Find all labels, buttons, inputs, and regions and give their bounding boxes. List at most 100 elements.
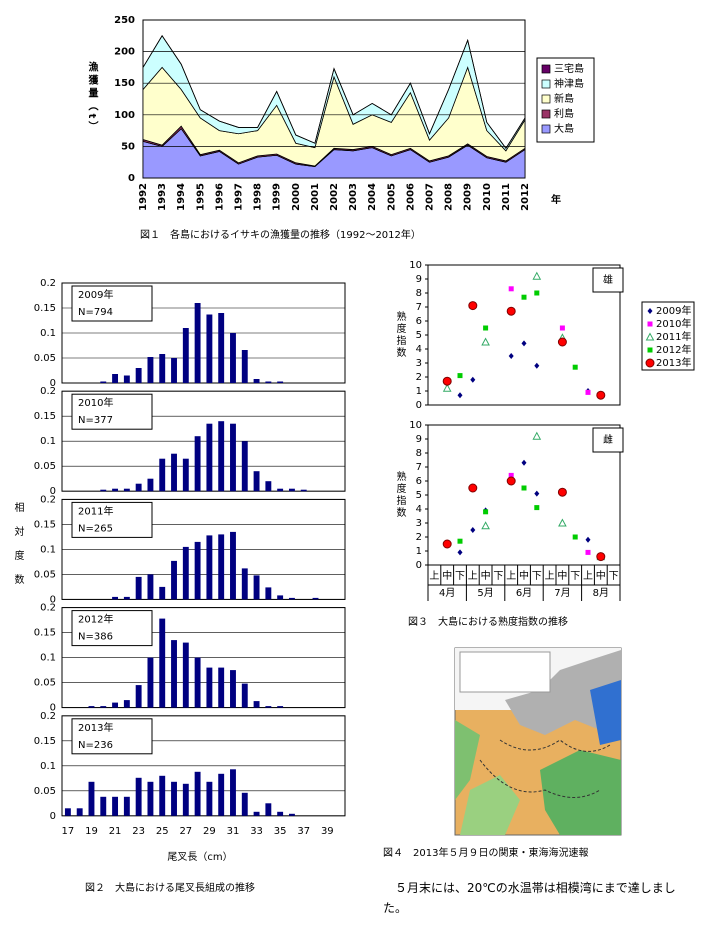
marker	[457, 392, 463, 399]
bar	[206, 423, 213, 492]
bar	[277, 488, 284, 492]
bar	[182, 458, 189, 492]
marker	[647, 308, 653, 314]
marker	[457, 373, 463, 379]
x-tick-label: 2000	[291, 183, 302, 211]
bar	[182, 642, 189, 708]
x-tick-label: 21	[109, 826, 122, 837]
bar	[277, 381, 284, 383]
x-tick-label: 下	[570, 571, 580, 582]
x-tick-label: 上	[429, 570, 439, 582]
bar	[218, 773, 225, 816]
panel-label-box	[71, 501, 153, 538]
y-tick-label: 3	[416, 518, 422, 529]
bar	[265, 381, 272, 383]
y-tick-label: 0	[50, 594, 56, 605]
bar	[123, 700, 130, 708]
y-tick-label: 3	[416, 358, 422, 369]
y-tick-label: 200	[114, 47, 135, 58]
bar	[206, 781, 213, 816]
y-tick-label: 150	[114, 78, 135, 89]
y-tick-label: 0	[416, 400, 422, 411]
bar	[206, 667, 213, 708]
marker	[521, 294, 527, 300]
bar	[194, 303, 201, 383]
bar	[194, 436, 201, 492]
panel-label-box	[71, 718, 153, 755]
bar	[312, 597, 319, 600]
bar	[159, 354, 166, 383]
note: ５月末には、20℃の水温帯は相模湾にまで達しました。	[383, 881, 676, 915]
bar	[194, 657, 201, 708]
bar	[123, 796, 130, 816]
bar	[241, 350, 248, 383]
bar	[253, 811, 260, 816]
x-tick-label: 上	[545, 570, 555, 582]
marker	[647, 347, 653, 353]
panel-title: 2013年	[78, 721, 113, 734]
marker	[645, 358, 655, 368]
legend-label: 三宅島	[554, 62, 584, 75]
bar	[194, 541, 201, 600]
legend-label: 新島	[554, 92, 574, 105]
bar	[288, 813, 295, 816]
caption: 図３ 大島における熟度指数の推移	[408, 615, 568, 628]
x-tick-label: 下	[455, 571, 465, 582]
x-tick-label: 1999	[272, 183, 283, 211]
marker	[457, 549, 463, 556]
bar	[135, 777, 142, 816]
bar	[241, 441, 248, 492]
x-tick-label: 下	[493, 571, 503, 582]
x-tick-label: 19	[85, 826, 98, 837]
bar	[112, 374, 119, 383]
marker	[483, 509, 489, 515]
bar	[123, 596, 130, 600]
marker	[481, 337, 490, 346]
x-tick-label: 上	[583, 570, 593, 582]
x-tick-label: 27	[179, 826, 192, 837]
marker	[483, 325, 489, 331]
y-tick-label: 0	[50, 486, 56, 497]
marker	[585, 536, 591, 543]
bar	[100, 796, 107, 816]
marker	[596, 390, 606, 400]
marker	[457, 538, 463, 544]
x-group-label: 8月	[593, 587, 609, 599]
x-tick-label: 下	[532, 571, 542, 582]
bar	[182, 783, 189, 816]
x-tick-label: 2007	[425, 183, 436, 211]
marker	[596, 552, 606, 562]
x-tick-label: 2010	[482, 183, 493, 211]
y-tick-label: 0.15	[34, 519, 56, 530]
marker	[442, 539, 452, 549]
bar	[265, 481, 272, 492]
bar	[112, 702, 119, 708]
x-tick-label: 31	[227, 826, 240, 837]
x-tick-label: 25	[156, 826, 169, 837]
x-tick-label: 2006	[405, 183, 416, 211]
x-tick-label: 中	[442, 569, 452, 582]
bar	[265, 706, 272, 708]
bar	[218, 313, 225, 383]
marker	[506, 306, 516, 316]
marker	[508, 286, 514, 292]
bar	[112, 596, 119, 600]
x-tick-label: 17	[62, 826, 75, 837]
bar	[147, 781, 154, 816]
y-tick-label: 0.15	[34, 628, 56, 639]
y-tick-label: 6	[416, 316, 422, 327]
y-tick-label: 0	[416, 560, 422, 571]
y-tick-label: 2	[416, 532, 422, 543]
bar	[112, 796, 119, 816]
x-tick-label: 1993	[157, 183, 168, 211]
marker	[557, 337, 567, 347]
marker	[534, 505, 540, 511]
bar	[230, 333, 236, 383]
y-tick-label: 0.05	[34, 353, 56, 364]
y-axis-label: 相対度数	[12, 501, 24, 598]
panel-title: 雄	[603, 273, 613, 286]
bar	[123, 488, 130, 492]
x-tick-label: 2004	[367, 183, 378, 211]
x-tick-label: 2012	[520, 183, 531, 211]
